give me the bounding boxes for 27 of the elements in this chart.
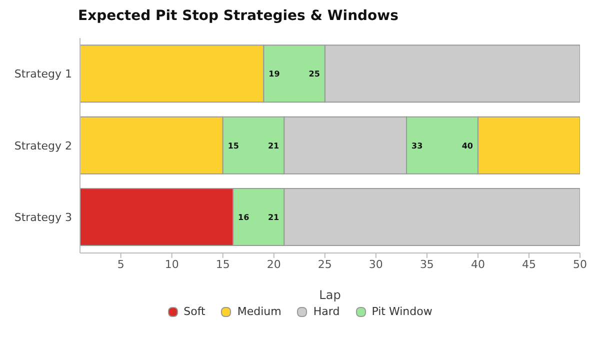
x-tick-label: 35 xyxy=(420,258,434,271)
x-axis-title: Lap xyxy=(319,288,341,302)
x-tick-label: 15 xyxy=(216,258,230,271)
x-tick-label: 40 xyxy=(470,258,485,271)
legend-label: Medium xyxy=(236,305,282,318)
annotation: 21 xyxy=(268,213,280,222)
legend-label: Pit Window xyxy=(370,305,432,318)
legend-label: Soft xyxy=(182,305,206,318)
x-tick-label: 10 xyxy=(164,258,179,271)
x-tick-label: 5 xyxy=(117,258,124,271)
x-tick-label: 20 xyxy=(266,258,281,271)
x-tick-label: 50 xyxy=(573,258,587,271)
annotation: 16 xyxy=(238,213,250,222)
annotation: 21 xyxy=(268,141,280,150)
x-tick-label: 30 xyxy=(368,258,383,271)
legend-label: Hard xyxy=(312,305,340,318)
y-tick-label: Strategy 1 xyxy=(14,68,72,81)
annotation: 40 xyxy=(462,141,474,150)
annotation: 25 xyxy=(308,70,320,79)
annotation: 15 xyxy=(228,141,240,150)
x-tick-label: 25 xyxy=(318,258,332,271)
annotation: 33 xyxy=(412,141,423,150)
annotation: 19 xyxy=(268,70,280,79)
y-tick-label: Strategy 2 xyxy=(14,139,72,152)
x-tick-label: 45 xyxy=(522,258,536,271)
chart-title: Expected Pit Stop Strategies & Windows xyxy=(78,8,400,26)
y-tick-label: Strategy 3 xyxy=(14,211,72,224)
